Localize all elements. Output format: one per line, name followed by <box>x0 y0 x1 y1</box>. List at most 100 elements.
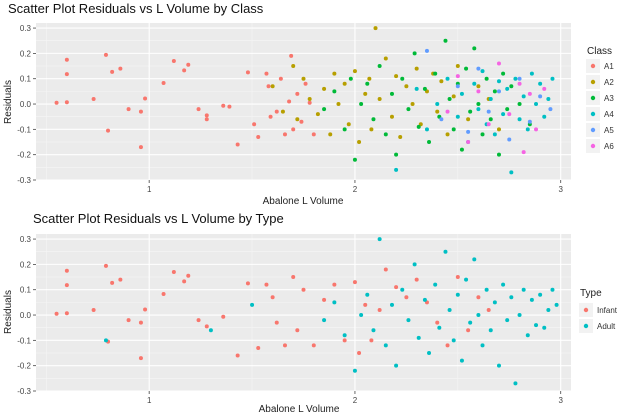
data-point-adult <box>365 292 370 297</box>
data-point-a6 <box>517 81 522 86</box>
data-point-a2 <box>315 112 320 117</box>
data-point-infant <box>186 273 191 278</box>
data-point-adult <box>416 335 421 340</box>
data-point-a6 <box>455 74 460 79</box>
y-tick-label: 0.0 <box>20 100 32 109</box>
data-point-a5 <box>486 109 491 114</box>
data-point-a4 <box>505 86 510 91</box>
data-point-infant <box>270 295 275 300</box>
data-point-infant <box>322 297 327 302</box>
data-point-a3 <box>496 152 501 157</box>
data-point-infant <box>221 314 226 319</box>
data-point-a3 <box>406 107 411 112</box>
data-point-a5 <box>548 107 553 112</box>
data-point-a1 <box>311 132 316 137</box>
data-point-a3 <box>488 117 493 122</box>
data-point-adult <box>406 318 411 323</box>
data-point-infant <box>118 277 123 282</box>
data-point-a4 <box>435 102 440 107</box>
data-point-infant <box>363 302 368 307</box>
data-point-adult <box>538 292 543 297</box>
data-point-a2 <box>389 114 394 119</box>
x-ticks: 1 2 3 <box>147 180 563 194</box>
data-point-a2 <box>342 81 347 86</box>
data-point-adult <box>433 282 438 287</box>
legend-title: Type <box>580 288 602 299</box>
data-point-adult <box>359 313 364 318</box>
data-point-a2 <box>414 66 419 71</box>
data-point-a4 <box>459 91 464 96</box>
y-tick-label: -0.2 <box>17 362 31 371</box>
data-point-a6 <box>486 122 491 127</box>
data-point-adult <box>443 249 448 254</box>
data-point-adult <box>400 287 405 292</box>
legend-key-infant <box>583 307 589 313</box>
data-point-a3 <box>427 140 432 145</box>
data-point-adult <box>371 328 376 333</box>
data-point-infant <box>352 280 357 285</box>
data-point-infant <box>282 343 287 348</box>
data-point-a3 <box>389 91 394 96</box>
data-point-a2 <box>373 26 378 31</box>
data-point-a4 <box>529 71 534 76</box>
data-point-a1 <box>110 69 115 74</box>
data-point-a3 <box>332 89 337 94</box>
data-point-a2 <box>496 127 501 132</box>
legend-key-a2 <box>590 79 596 85</box>
data-point-a3 <box>472 46 477 51</box>
data-point-a5 <box>424 48 429 53</box>
data-point-a1 <box>161 81 166 86</box>
data-point-adult <box>542 325 547 330</box>
y-tick-label: 0.3 <box>20 24 32 33</box>
y-tick-label: -0.3 <box>17 387 31 396</box>
data-point-a1 <box>291 127 296 132</box>
x-tick-label: 3 <box>558 396 563 405</box>
data-point-adult <box>389 302 394 307</box>
data-point-a4 <box>476 107 481 112</box>
y-tick-label: -0.2 <box>17 151 31 160</box>
data-point-a1 <box>227 104 232 109</box>
data-point-a2 <box>394 74 399 79</box>
data-point-a3 <box>464 66 469 71</box>
data-point-a3 <box>451 127 456 132</box>
data-point-a3 <box>416 124 421 129</box>
data-point-infant <box>357 351 362 356</box>
data-point-a1 <box>307 100 312 105</box>
data-point-a4 <box>534 102 539 107</box>
data-point-adult <box>352 368 357 373</box>
data-point-a3 <box>484 76 489 81</box>
data-point-adult <box>422 297 427 302</box>
data-point-adult <box>521 287 526 292</box>
data-point-a4 <box>525 127 530 132</box>
data-point-a2 <box>322 86 327 91</box>
data-point-infant <box>235 353 240 358</box>
data-point-adult <box>529 297 534 302</box>
data-point-adult <box>496 363 501 368</box>
data-point-a6 <box>445 109 450 114</box>
data-point-infant <box>455 275 460 280</box>
data-point-a1 <box>54 100 59 105</box>
y-tick-label: -0.1 <box>17 336 31 345</box>
data-point-a2 <box>367 76 372 81</box>
data-point-a5 <box>439 117 444 122</box>
data-point-adult <box>322 318 327 323</box>
legend: Type Infant Adult <box>579 288 618 333</box>
data-point-a2 <box>291 64 296 69</box>
data-point-infant <box>301 287 306 292</box>
data-point-a1 <box>245 70 250 75</box>
data-point-a4 <box>501 112 506 117</box>
data-point-a5 <box>496 89 501 94</box>
data-point-adult <box>427 351 432 356</box>
y-ticks: -0.3 -0.2 -0.1 0.0 0.1 0.2 0.3 <box>17 235 36 396</box>
data-point-a3 <box>352 157 357 162</box>
chart-panel-class: Scatter Plot Residuals vs L Volume by Cl… <box>3 1 614 207</box>
data-point-infant <box>143 307 148 312</box>
data-point-infant <box>138 320 143 325</box>
legend-key-a3 <box>590 95 596 101</box>
data-point-adult <box>459 358 464 363</box>
data-point-adult <box>480 343 485 348</box>
data-point-infant <box>264 282 269 287</box>
data-point-a6 <box>521 150 526 155</box>
data-point-a4 <box>480 69 485 74</box>
data-point-a1 <box>235 142 240 147</box>
